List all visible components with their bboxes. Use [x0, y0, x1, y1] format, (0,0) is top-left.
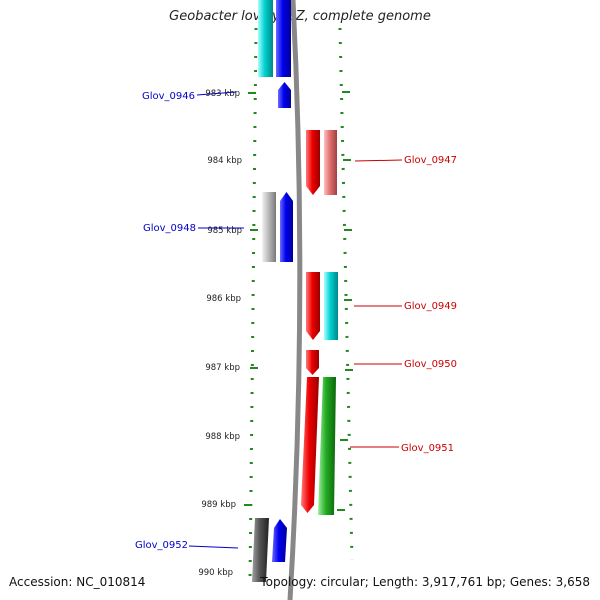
- gene-label-glov-0946[interactable]: Glov_0946: [142, 91, 195, 102]
- cyan-feature-block: [258, 0, 273, 77]
- gene-glov-0951-feature: [318, 377, 336, 515]
- gene-glov-0952-arrow[interactable]: [272, 519, 287, 562]
- gene-glov-0947-feature: [324, 130, 337, 195]
- gene-glov-0949-arrow[interactable]: [306, 272, 320, 340]
- gene-label-glov-0948[interactable]: Glov_0948: [143, 223, 196, 234]
- tick-label: 986 kbp: [206, 294, 241, 304]
- tick-label: 984 kbp: [207, 156, 242, 166]
- inner-dotted-ring: [248, 27, 258, 583]
- gene-label-glov-0947[interactable]: Glov_0947: [404, 155, 457, 166]
- tick-label: 983 kbp: [205, 89, 240, 99]
- tick-label: 988 kbp: [205, 432, 240, 442]
- genome-backbone: [287, 0, 303, 600]
- blue-feature-block: [276, 0, 291, 77]
- gene-label-glov-0949[interactable]: Glov_0949: [404, 301, 457, 312]
- gene-glov-0952-feature: [252, 518, 269, 582]
- gene-glov-0950-arrow[interactable]: [306, 350, 319, 375]
- gene-glov-0949-feature: [324, 272, 338, 340]
- gene-glov-0948-arrow[interactable]: [280, 192, 293, 262]
- tick-label: 987 kbp: [205, 363, 240, 373]
- genome-summary: Topology: circular; Length: 3,917,761 bp…: [260, 575, 590, 589]
- tick-marks: [244, 91, 353, 511]
- gene-label-glov-0950[interactable]: Glov_0950: [404, 359, 457, 370]
- accession-label: Accession: NC_010814: [9, 575, 146, 589]
- gene-label-glov-0952[interactable]: Glov_0952: [135, 540, 188, 551]
- gene-glov-0947-arrow[interactable]: [306, 130, 320, 195]
- gene-glov-0946-arrow[interactable]: [278, 82, 291, 108]
- tick-label: 985 kbp: [207, 226, 242, 236]
- tick-label: 990 kbp: [198, 568, 233, 578]
- gene-glov-0952-leader: [188, 545, 239, 549]
- gene-glov-0948-feature: [262, 192, 276, 262]
- genome-title: Geobacter lovleyi SZ, complete genome: [169, 9, 431, 24]
- gene-label-glov-0951[interactable]: Glov_0951: [401, 443, 454, 454]
- outer-dotted-ring: [338, 27, 354, 561]
- tick-label: 989 kbp: [201, 500, 236, 510]
- gene-glov-0946-leader: [196, 91, 237, 96]
- gene-glov-0947-leader: [354, 159, 403, 162]
- gene-glov-0951-arrow[interactable]: [301, 377, 319, 513]
